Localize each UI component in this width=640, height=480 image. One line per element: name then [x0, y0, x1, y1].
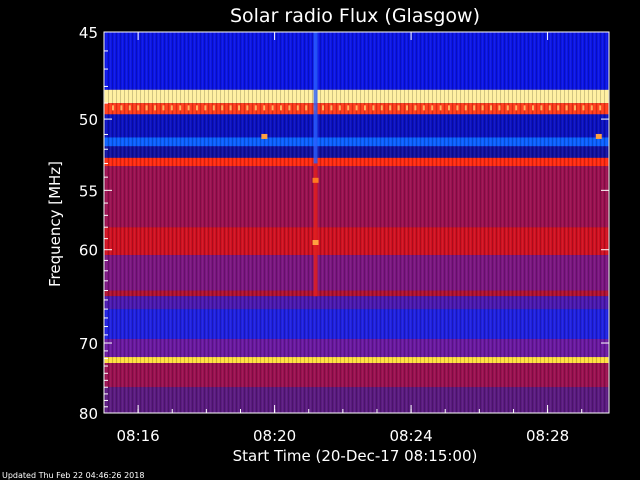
interference-marker	[548, 105, 551, 111]
interference-marker	[506, 105, 509, 111]
y-axis-label: Frequency [MHz]	[46, 161, 64, 287]
interference-marker	[498, 105, 501, 111]
interference-marker	[154, 105, 156, 111]
x-tick-label: 08:20	[253, 427, 296, 445]
burst-spot	[312, 177, 319, 183]
interference-marker	[481, 105, 484, 111]
interference-marker	[397, 105, 400, 111]
x-tick-label: 08:28	[526, 427, 569, 445]
interference-marker	[145, 105, 148, 111]
interference-marker	[372, 105, 375, 111]
interference-marker	[464, 105, 467, 111]
interference-marker	[380, 105, 383, 111]
interference-marker	[322, 105, 324, 111]
burst-spot	[261, 133, 268, 139]
y-axis: 45 50 55 60 70 80	[79, 24, 609, 423]
burst-line-lower	[313, 163, 318, 297]
interference-marker	[406, 105, 408, 111]
burst-line-upper	[313, 32, 318, 164]
interference-marker	[196, 105, 198, 111]
interference-marker	[254, 105, 257, 111]
interference-marker	[599, 105, 602, 111]
interference-marker	[187, 105, 190, 111]
interference-marker	[347, 105, 350, 111]
interference-marker	[439, 105, 442, 111]
interference-marker	[162, 105, 165, 111]
interference-marker	[523, 105, 526, 111]
interference-marker	[414, 105, 417, 111]
interference-marker	[473, 105, 476, 111]
y-tick-label: 60	[79, 242, 98, 260]
interference-marker	[263, 105, 266, 111]
interference-marker	[582, 105, 585, 111]
interference-marker	[338, 105, 341, 111]
interference-marker	[565, 105, 568, 111]
interference-marker	[271, 105, 274, 111]
interference-marker	[238, 105, 240, 111]
interference-marker	[204, 105, 207, 111]
interference-marker	[364, 105, 366, 111]
interference-marker	[179, 105, 182, 111]
interference-marker	[137, 105, 140, 111]
interference-marker	[490, 105, 492, 111]
y-tick-label: 55	[79, 182, 98, 200]
x-tick-label: 08:16	[117, 427, 160, 445]
y-tick-label: 80	[79, 405, 98, 423]
interference-marker	[120, 105, 123, 111]
interference-marker	[128, 105, 131, 111]
burst-spot	[595, 133, 602, 139]
interference-marker	[246, 105, 249, 111]
interference-marker	[112, 105, 114, 111]
interference-marker	[532, 105, 534, 111]
y-tick-label: 50	[79, 111, 98, 129]
x-axis-label: Start Time (20-Dec-17 08:15:00)	[233, 447, 478, 465]
interference-marker	[288, 105, 291, 111]
interference-marker	[515, 105, 518, 111]
burst-spot	[312, 240, 319, 246]
interference-marker	[557, 105, 560, 111]
y-tick-label: 70	[79, 335, 98, 353]
interference-marker	[456, 105, 459, 111]
chart-title: Solar radio Flux (Glasgow)	[230, 5, 480, 27]
interference-marker	[431, 105, 434, 111]
spectrogram-plot	[103, 31, 610, 414]
interference-marker	[540, 105, 543, 111]
x-axis: 08:16 08:20 08:24 08:28	[103, 32, 583, 445]
interference-marker	[355, 105, 358, 111]
interference-marker	[590, 105, 593, 111]
interference-marker	[330, 105, 333, 111]
interference-marker	[221, 105, 224, 111]
interference-marker	[170, 105, 173, 111]
interference-marker	[448, 105, 450, 111]
update-timestamp: Updated Thu Feb 22 04:46:26 2018	[2, 471, 144, 480]
interference-marker	[280, 105, 282, 111]
interference-marker	[389, 105, 392, 111]
interference-marker	[574, 105, 576, 111]
x-tick-label: 08:24	[389, 427, 432, 445]
texture-overlay	[104, 32, 609, 413]
plot-border	[103, 31, 610, 414]
interference-marker	[212, 105, 215, 111]
interference-marker	[296, 105, 299, 111]
interference-marker	[422, 105, 425, 111]
y-tick-label: 45	[79, 24, 98, 42]
interference-marker	[305, 105, 308, 111]
interference-marker	[229, 105, 232, 111]
